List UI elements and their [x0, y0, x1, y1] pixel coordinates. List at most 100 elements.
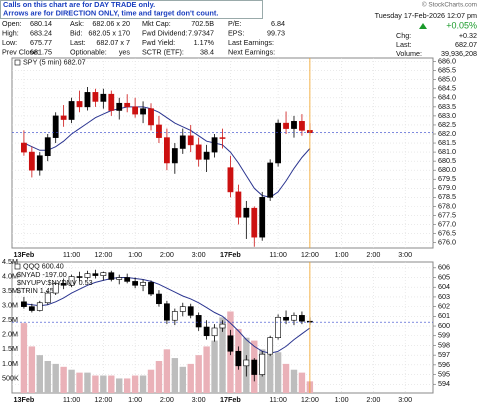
- x-tick-label: 11:00: [63, 395, 80, 404]
- legend-icon: [14, 59, 21, 66]
- x-tick-label: 12:00: [94, 395, 112, 404]
- quote-label: Last Earnings:: [228, 38, 274, 47]
- volume-bar: [219, 317, 226, 393]
- quote-value: 681.75: [30, 47, 52, 56]
- candle-body: [52, 115, 59, 138]
- x-tick-label: 2:00: [160, 395, 174, 404]
- quote-value: 682.06 x 20: [92, 19, 130, 28]
- date: Tuesday 17-Feb-2026 12:07 pm: [375, 11, 477, 20]
- volume-bar: [44, 360, 51, 393]
- volume-bar: [203, 346, 210, 393]
- volume-bar: [131, 375, 139, 393]
- volume-bar: [100, 375, 107, 393]
- y-tick-label: 685.0: [438, 75, 456, 84]
- candle-body: [84, 92, 91, 108]
- y2-tick-label: 4.0M: [2, 271, 18, 280]
- quote-value: 675.77: [30, 38, 52, 47]
- quote-label: Low:: [2, 38, 17, 47]
- candle-body: [299, 121, 305, 131]
- candle-body: [28, 151, 35, 171]
- volume-bar: [28, 346, 36, 393]
- candle-body: [92, 92, 99, 102]
- y-tick-label: 676.0: [438, 237, 456, 246]
- y-tick-label: 678.5: [438, 192, 456, 201]
- candle-body: [36, 155, 43, 171]
- candle-body: [227, 335, 234, 352]
- y2-tick-label: 500K: [2, 373, 19, 382]
- candle-body: [140, 108, 146, 115]
- legend-label: QQQ 600.40: [23, 262, 64, 271]
- candle-body: [291, 315, 297, 321]
- x-tick-label: 11:00: [269, 395, 286, 404]
- quote-label: Mkt Cap:: [142, 19, 171, 28]
- candle-body: [179, 135, 186, 149]
- x-tick-label: 2:00: [160, 250, 174, 259]
- x-tick-label: 12:00: [301, 250, 319, 259]
- candle-body: [68, 276, 75, 286]
- quote-value: 680.14: [30, 19, 52, 28]
- candle-body: [235, 350, 242, 367]
- y-tick-label: 678.0: [438, 201, 456, 210]
- candle-body: [235, 191, 242, 218]
- x-tick-label: 3:00: [192, 250, 206, 259]
- candle-body: [124, 102, 131, 108]
- volume-bar: [139, 375, 147, 393]
- y2-tick-label: 4.5M: [2, 257, 18, 266]
- quote-label: Prev Close:: [2, 47, 39, 56]
- overlay-label: $NYAD -197.00: [17, 270, 67, 279]
- volume-bar: [298, 372, 306, 393]
- candle-body: [44, 292, 51, 304]
- candle-body: [275, 317, 282, 338]
- x-tick-label: 13Feb: [14, 250, 35, 259]
- volume-bar: [266, 355, 274, 393]
- quote-label: Ask:: [70, 19, 84, 28]
- y-tick-label: 603: [438, 292, 450, 301]
- candle-body: [267, 162, 274, 198]
- candle-body: [116, 102, 123, 111]
- y2-tick-label: 2.5M: [2, 315, 18, 324]
- volume-bar: [92, 375, 99, 393]
- y-tick-label: 684.5: [438, 84, 456, 93]
- quote-value: 1.17%: [194, 38, 215, 47]
- x-tick-label: 12:00: [301, 395, 319, 404]
- y-tick-label: 686.0: [438, 57, 456, 66]
- x-tick-label: 2:00: [366, 395, 380, 404]
- y-tick-label: 683.0: [438, 111, 456, 120]
- quote-value: 682.07 x 7: [96, 38, 130, 47]
- candle-body: [195, 315, 202, 328]
- x-tick-label: 17Feb: [220, 395, 241, 404]
- y-tick-label: 682.0: [438, 129, 456, 138]
- candle-body: [259, 197, 266, 238]
- candle-body: [44, 137, 51, 157]
- quote-label: Bid:: [70, 28, 82, 37]
- quote-label: EPS:: [228, 28, 244, 37]
- candle-body: [148, 282, 154, 295]
- summary-value: 39,936,208: [441, 49, 477, 58]
- volume-bar: [195, 355, 202, 393]
- volume-bar: [52, 363, 59, 393]
- y-tick-label: 681.0: [438, 147, 456, 156]
- candle-body: [84, 273, 91, 278]
- candle-body: [21, 142, 27, 153]
- quote-label: P/E:: [228, 19, 242, 28]
- y-tick-label: 601: [438, 311, 450, 320]
- candle-body: [211, 327, 218, 337]
- legend-icon: [14, 263, 21, 270]
- change-pct: +0.05%: [446, 20, 477, 30]
- candle-body: [283, 317, 289, 321]
- y-tick-label: 677.5: [438, 210, 456, 219]
- candle-body: [283, 122, 289, 129]
- note-line: Calls on this chart are for DAY TRADE on…: [3, 0, 155, 9]
- y-tick-label: 602: [438, 302, 450, 311]
- quote-label: Last:: [70, 38, 86, 47]
- quote-value: 6.84: [271, 19, 285, 28]
- candle-body: [203, 326, 210, 337]
- candle-body: [108, 93, 115, 111]
- candle-body: [251, 207, 258, 238]
- candle-body: [243, 359, 250, 367]
- y-tick-label: 605: [438, 272, 450, 281]
- quote-value: yes: [119, 47, 131, 56]
- x-tick-label: 12:00: [94, 250, 112, 259]
- candle-body: [187, 306, 194, 316]
